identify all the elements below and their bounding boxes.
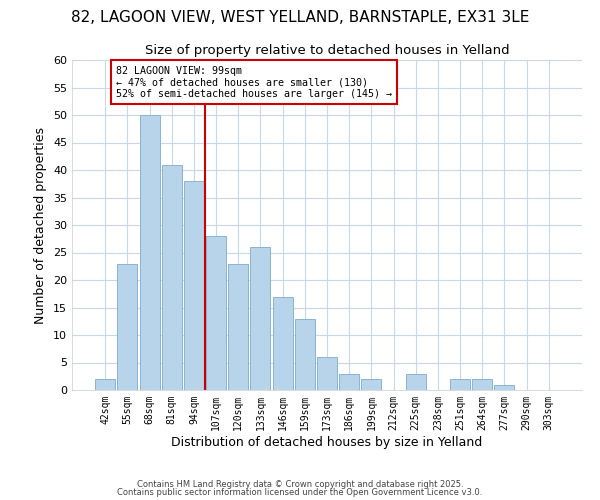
- Text: 82, LAGOON VIEW, WEST YELLAND, BARNSTAPLE, EX31 3LE: 82, LAGOON VIEW, WEST YELLAND, BARNSTAPL…: [71, 10, 529, 25]
- Bar: [140, 115, 160, 390]
- Bar: [361, 379, 382, 390]
- Y-axis label: Number of detached properties: Number of detached properties: [34, 126, 47, 324]
- Bar: [295, 318, 315, 390]
- Bar: [450, 379, 470, 390]
- Bar: [339, 374, 359, 390]
- X-axis label: Distribution of detached houses by size in Yelland: Distribution of detached houses by size …: [172, 436, 482, 448]
- Bar: [162, 164, 182, 390]
- Bar: [184, 181, 204, 390]
- Bar: [494, 384, 514, 390]
- Bar: [118, 264, 137, 390]
- Bar: [250, 247, 271, 390]
- Bar: [317, 357, 337, 390]
- Bar: [206, 236, 226, 390]
- Text: Contains public sector information licensed under the Open Government Licence v3: Contains public sector information licen…: [118, 488, 482, 497]
- Text: 82 LAGOON VIEW: 99sqm
← 47% of detached houses are smaller (130)
52% of semi-det: 82 LAGOON VIEW: 99sqm ← 47% of detached …: [116, 66, 392, 98]
- Title: Size of property relative to detached houses in Yelland: Size of property relative to detached ho…: [145, 44, 509, 58]
- Bar: [272, 296, 293, 390]
- Bar: [228, 264, 248, 390]
- Text: Contains HM Land Registry data © Crown copyright and database right 2025.: Contains HM Land Registry data © Crown c…: [137, 480, 463, 489]
- Bar: [95, 379, 115, 390]
- Bar: [406, 374, 426, 390]
- Bar: [472, 379, 492, 390]
